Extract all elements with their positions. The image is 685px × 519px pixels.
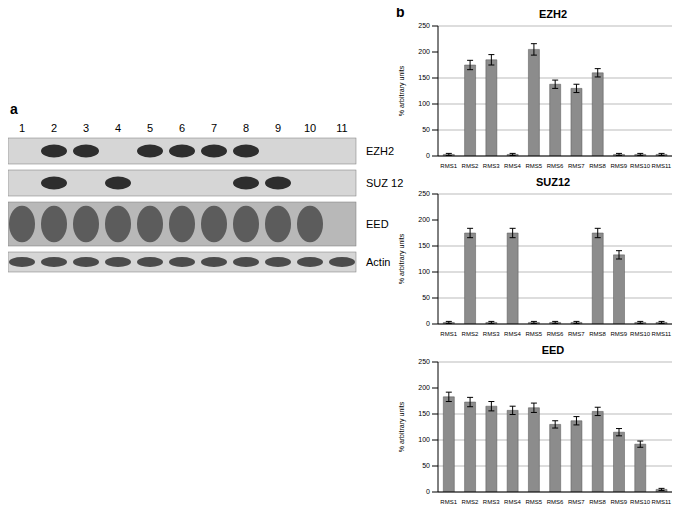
svg-text:RMS7: RMS7	[568, 331, 585, 337]
svg-text:RMS11: RMS11	[652, 499, 672, 505]
svg-text:150: 150	[418, 242, 430, 249]
svg-text:5: 5	[147, 122, 153, 134]
svg-text:% arbitrary units: % arbitrary units	[398, 401, 406, 452]
svg-text:RMS1: RMS1	[440, 163, 457, 169]
svg-text:0: 0	[426, 320, 430, 327]
html-text:EZH2: EZH2	[538, 8, 568, 20]
svg-text:RMS10: RMS10	[630, 163, 651, 169]
svg-text:Actin: Actin	[366, 256, 390, 268]
svg-text:0: 0	[426, 152, 430, 159]
svg-text:50: 50	[422, 126, 430, 133]
svg-text:EED: EED	[366, 218, 389, 230]
svg-text:6: 6	[179, 122, 185, 134]
svg-text:200: 200	[418, 48, 430, 55]
svg-text:200: 200	[418, 384, 430, 391]
html-text:EED: EED	[541, 344, 565, 356]
svg-text:RMS9: RMS9	[610, 331, 627, 337]
svg-text:RMS1: RMS1	[440, 499, 457, 505]
svg-text:RMS10: RMS10	[630, 331, 651, 337]
svg-text:RMS6: RMS6	[547, 163, 564, 169]
svg-text:0: 0	[426, 488, 430, 495]
svg-text:7: 7	[211, 122, 217, 134]
svg-text:50: 50	[422, 294, 430, 301]
html-text:SUZ12: SUZ12	[535, 176, 571, 188]
svg-text:250: 250	[418, 190, 430, 197]
svg-text:250: 250	[418, 358, 430, 365]
svg-text:% arbitrary units: % arbitrary units	[398, 233, 406, 284]
svg-text:RMS8: RMS8	[589, 499, 606, 505]
svg-text:SUZ 12: SUZ 12	[366, 177, 403, 189]
svg-text:a: a	[10, 101, 18, 117]
svg-text:250: 250	[418, 22, 430, 29]
svg-text:EZH2: EZH2	[366, 145, 394, 157]
svg-text:RMS9: RMS9	[610, 499, 627, 505]
svg-text:150: 150	[418, 74, 430, 81]
svg-text:100: 100	[418, 436, 430, 443]
svg-text:% arbitrary units: % arbitrary units	[398, 65, 406, 116]
svg-text:RMS11: RMS11	[652, 331, 672, 337]
svg-text:RMS2: RMS2	[462, 331, 479, 337]
html-text:b: b	[396, 4, 405, 20]
svg-text:3: 3	[83, 122, 89, 134]
svg-text:RMS3: RMS3	[483, 499, 500, 505]
svg-text:RMS8: RMS8	[589, 163, 606, 169]
svg-text:RMS6: RMS6	[547, 499, 564, 505]
svg-text:RMS6: RMS6	[547, 331, 564, 337]
svg-text:200: 200	[418, 216, 430, 223]
svg-text:RMS1: RMS1	[440, 331, 457, 337]
svg-text:RMS10: RMS10	[630, 499, 651, 505]
svg-text:150: 150	[418, 410, 430, 417]
svg-text:RMS2: RMS2	[462, 499, 479, 505]
svg-text:10: 10	[304, 122, 316, 134]
svg-text:RMS5: RMS5	[525, 331, 542, 337]
svg-text:RMS5: RMS5	[525, 499, 542, 505]
svg-text:RMS5: RMS5	[525, 163, 542, 169]
svg-text:100: 100	[418, 100, 430, 107]
svg-text:2: 2	[51, 122, 57, 134]
svg-text:9: 9	[275, 122, 281, 134]
svg-text:RMS8: RMS8	[589, 331, 606, 337]
svg-text:RMS3: RMS3	[483, 163, 500, 169]
svg-text:4: 4	[115, 122, 121, 134]
svg-text:11: 11	[336, 122, 347, 134]
svg-text:RMS2: RMS2	[462, 163, 479, 169]
svg-text:RMS9: RMS9	[610, 163, 627, 169]
svg-text:1: 1	[19, 122, 25, 134]
svg-text:RMS4: RMS4	[504, 163, 521, 169]
svg-text:100: 100	[418, 268, 430, 275]
svg-text:RMS7: RMS7	[568, 163, 585, 169]
svg-text:RMS4: RMS4	[504, 499, 521, 505]
svg-text:RMS7: RMS7	[568, 499, 585, 505]
svg-text:RMS11: RMS11	[652, 163, 672, 169]
svg-text:50: 50	[422, 462, 430, 469]
svg-text:RMS3: RMS3	[483, 331, 500, 337]
svg-text:8: 8	[243, 122, 249, 134]
svg-text:RMS4: RMS4	[504, 331, 521, 337]
